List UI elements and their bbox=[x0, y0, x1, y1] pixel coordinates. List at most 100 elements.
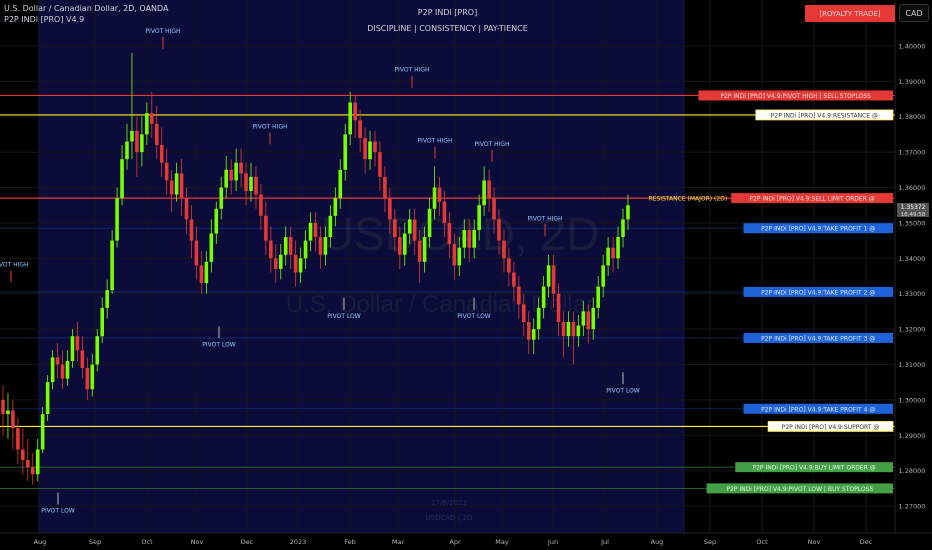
candle-body bbox=[184, 198, 189, 220]
level-label-box-4 bbox=[743, 286, 893, 297]
level-label-3: P2P INDi [PRO] V4.9:TAKE PROFIT 1 @ bbox=[761, 226, 875, 233]
price-tick-label: 1.27000 bbox=[899, 503, 926, 511]
candle-body bbox=[115, 198, 119, 241]
candle-body bbox=[338, 169, 343, 199]
candle-body bbox=[621, 219, 625, 238]
price-tick-label: 1.40000 bbox=[899, 42, 926, 50]
candle-body bbox=[457, 247, 462, 266]
indicator-title[interactable]: P2P INDi [PRO] V4.9 bbox=[4, 15, 85, 24]
candle-body bbox=[596, 286, 600, 308]
candle-body bbox=[551, 265, 556, 294]
current-price-tag bbox=[897, 203, 929, 217]
price-tick-label: 1.31000 bbox=[899, 361, 926, 369]
candle-body bbox=[472, 229, 476, 248]
candle-body bbox=[130, 130, 134, 142]
level-label-8: P2P INDi [PRO] V4.9:BUY LIMIT ORDER @ bbox=[753, 465, 876, 472]
currency-button[interactable]: CAD bbox=[899, 4, 929, 22]
candle-body bbox=[254, 176, 258, 195]
candle-body bbox=[6, 410, 10, 415]
candle-body bbox=[467, 229, 472, 248]
price-tick-label: 1.32000 bbox=[899, 326, 926, 334]
candle-body bbox=[244, 173, 248, 192]
candle-body bbox=[100, 307, 104, 337]
candle-body bbox=[135, 130, 139, 153]
pivot-high-label: PIVOT HIGH bbox=[145, 28, 180, 35]
time-tick-label: Nov bbox=[191, 538, 204, 546]
candle-body bbox=[278, 254, 283, 269]
time-tick-label: Dec bbox=[241, 538, 254, 546]
time-tick-label: Sep bbox=[89, 538, 101, 546]
candle-body bbox=[30, 467, 35, 475]
pivot-high-label: PIVOT HIGH bbox=[252, 123, 287, 130]
pivot-low-label: PIVOT LOW bbox=[327, 313, 361, 320]
indicator-zone-band bbox=[38, 0, 685, 533]
bottom-caption-symbol: USDCAD | 2D bbox=[426, 514, 473, 522]
candle-body bbox=[1, 399, 5, 415]
candle-body bbox=[348, 102, 352, 135]
pivot-low-label: PIVOT LOW bbox=[41, 508, 75, 515]
candle-body bbox=[606, 247, 610, 266]
level-label-box-0 bbox=[698, 90, 893, 101]
candle-body bbox=[393, 219, 397, 238]
candle-body bbox=[288, 237, 293, 255]
candle-body bbox=[16, 428, 20, 450]
candle-body bbox=[145, 113, 149, 135]
candle-body bbox=[561, 322, 566, 337]
time-tick-label: Jun bbox=[547, 538, 558, 546]
time-tick-label: May bbox=[495, 538, 509, 546]
bottom-caption-date: 17/8/2023 bbox=[431, 499, 467, 507]
candle-body bbox=[140, 134, 144, 153]
candle-body bbox=[402, 233, 407, 255]
candle-body bbox=[259, 194, 263, 216]
level-label-box-1 bbox=[755, 109, 894, 121]
candle-body bbox=[194, 240, 199, 266]
candle-body bbox=[422, 237, 427, 262]
candle-body bbox=[35, 449, 40, 475]
candle-body bbox=[308, 222, 313, 241]
candle-body bbox=[204, 261, 209, 284]
candle-body bbox=[55, 357, 60, 365]
candle-body bbox=[21, 449, 25, 461]
time-tick-label: Oct bbox=[141, 538, 153, 546]
time-tick-label: Dec bbox=[860, 538, 873, 546]
candle-body bbox=[110, 240, 114, 291]
indicator-slogan: DISCIPLINE | CONSISTENCY | PAY-TIENCE bbox=[367, 24, 528, 33]
candle-body bbox=[80, 350, 85, 369]
candle-body bbox=[363, 137, 367, 160]
candle-body bbox=[219, 187, 224, 209]
candle-body bbox=[75, 336, 80, 351]
candle-body bbox=[576, 325, 581, 337]
price-tick-label: 1.30000 bbox=[899, 396, 926, 404]
candle-body bbox=[85, 368, 90, 390]
candle-body bbox=[616, 237, 620, 259]
candle-body bbox=[536, 307, 541, 330]
candle-body bbox=[353, 102, 357, 121]
symbol-title: U.S. Dollar / Canadian Dollar, 2D, OANDA bbox=[4, 4, 169, 13]
time-tick-label: Mar bbox=[392, 538, 405, 546]
candle-body bbox=[214, 208, 219, 234]
candle-body bbox=[383, 176, 387, 199]
price-tick-label: 1.39000 bbox=[899, 78, 926, 86]
candle-body bbox=[169, 180, 174, 195]
pivot-low-label: PIVOT LOW bbox=[202, 341, 236, 348]
candle-body bbox=[343, 134, 348, 170]
candle-body bbox=[90, 364, 95, 390]
pivot-low-label: PIVOT LOW bbox=[606, 387, 640, 394]
candle-body bbox=[507, 258, 511, 273]
candle-body bbox=[502, 240, 506, 259]
candle-body bbox=[388, 198, 392, 220]
royalty-trade-button[interactable]: [ROYALTY TRADE] bbox=[805, 5, 895, 22]
price-tick-label: 1.28000 bbox=[899, 467, 926, 475]
candle-body bbox=[452, 244, 457, 266]
candle-body bbox=[442, 201, 447, 223]
candle-body bbox=[541, 286, 546, 308]
level-label-6: P2P INDi [PRO] V4.9:TAKE PROFIT 4 @ bbox=[761, 406, 875, 413]
candle-body bbox=[209, 233, 214, 262]
candle-body bbox=[318, 237, 323, 255]
time-tick-label: Sep bbox=[704, 538, 716, 546]
candle-body bbox=[462, 229, 467, 248]
candle-body bbox=[497, 219, 501, 241]
candle-body bbox=[298, 258, 303, 273]
